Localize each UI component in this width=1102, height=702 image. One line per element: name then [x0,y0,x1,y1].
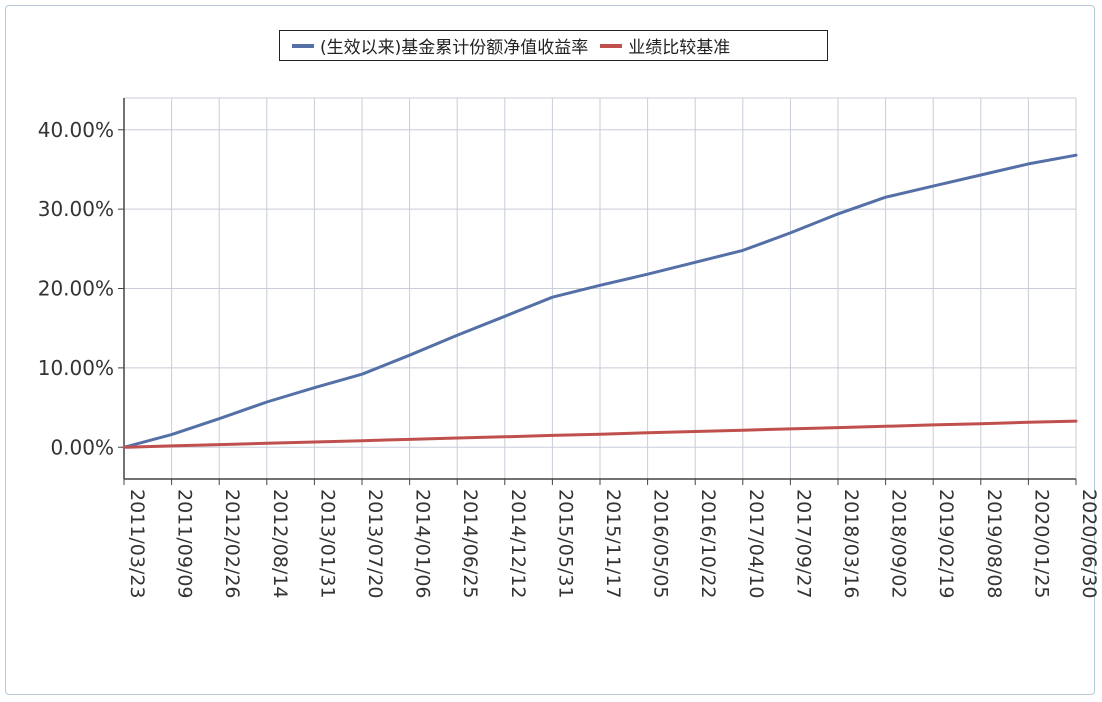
legend-swatch-benchmark [600,43,623,48]
legend-label-benchmark: 业绩比较基准 [628,38,731,58]
y-tick-label: 40.00% [38,118,114,142]
x-tick-label: 2015/11/17 [602,489,624,599]
x-tick-label: 2012/08/14 [269,489,291,599]
x-axis: 2011/03/23 2011/09/09 2012/02/26 2012/08/14… [123,478,1100,599]
x-tick-label: 2011/03/23 [126,489,148,599]
x-tick-label: 2018/03/16 [840,489,862,599]
x-tick-label: 2019/02/19 [935,489,957,599]
legend-swatch-fund-return [292,43,314,48]
y-tick-label: 30.00% [38,197,114,221]
x-tick-label: 2012/02/26 [221,489,243,599]
x-tick-label: 2014/01/06 [412,489,434,599]
x-tick-label: 2015/05/31 [554,489,576,599]
chart-legend: (生效以来)基金累计份额净值收益率 业绩比较基准 [279,30,828,61]
legend-item-fund-return[interactable]: (生效以来)基金累计份额净值收益率 [280,33,588,58]
x-tick-label: 2014/12/12 [507,489,529,599]
y-tick-label: 20.00% [38,277,114,301]
legend-label-fund-return: (生效以来)基金累计份额净值收益率 [320,38,589,58]
x-tick-label: 2017/04/10 [745,489,767,599]
x-tick-label: 2016/10/22 [697,489,719,599]
x-tick-label: 2014/06/25 [459,489,481,599]
y-axis: 0.00% 10.00% 20.00% 30.00% 40.00% [38,98,125,479]
grid-lines [124,97,1077,479]
legend-item-benchmark[interactable]: 业绩比较基准 [588,33,730,58]
x-tick-label: 2013/01/31 [316,489,338,599]
x-tick-label: 2013/07/20 [364,489,386,599]
chart-frame [5,5,1095,695]
x-tick-label: 2011/09/09 [174,489,196,599]
x-tick-label: 2017/09/27 [792,489,814,599]
series-line-benchmark [122,419,1078,449]
x-tick-label: 2018/09/02 [888,489,910,599]
x-tick-label: 2020/01/25 [1030,489,1052,599]
series-line-fund-return [122,153,1078,449]
series-layer [122,153,1078,449]
x-tick-label: 2019/08/08 [983,489,1005,599]
x-tick-label: 2016/05/05 [650,489,672,599]
y-tick-label: 0.00% [50,435,114,459]
y-tick-label: 10.00% [38,356,114,380]
x-tick-label: 2020/06/30 [1078,489,1100,599]
